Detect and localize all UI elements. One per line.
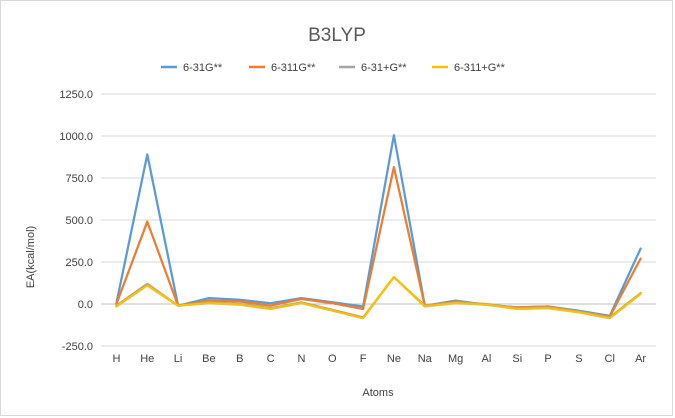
- x-tick-label: H: [112, 353, 120, 365]
- x-tick-label: B: [236, 353, 243, 365]
- y-tick-label: 750.0: [65, 173, 93, 185]
- x-tick-label: O: [328, 353, 337, 365]
- y-axis-ticks: -250.0 0.0 250.0 500.0 750.0 1000.0 1250.0: [59, 89, 93, 353]
- x-tick-label: F: [360, 353, 367, 365]
- y-tick-label: 0.0: [78, 299, 93, 311]
- x-tick-label: Li: [174, 353, 183, 365]
- series-line: [115, 134, 642, 317]
- y-tick-label: -250.0: [62, 341, 93, 353]
- x-tick-label: Al: [482, 353, 492, 365]
- x-tick-label: Ar: [635, 353, 646, 365]
- legend-label: 6-311G**: [271, 62, 316, 74]
- legend-label: 6-31G**: [183, 62, 223, 74]
- y-axis-title: EA(kcal/mol): [25, 226, 37, 288]
- x-tick-label: Be: [202, 353, 215, 365]
- legend-label: 6-31+G**: [361, 62, 407, 74]
- y-tick-label: 250.0: [65, 257, 93, 269]
- y-tick-label: 1000.0: [59, 131, 93, 143]
- x-tick-label: C: [267, 353, 275, 365]
- x-tick-label: Cl: [605, 353, 615, 365]
- legend-item: 6-31G**: [161, 62, 223, 74]
- y-tick-label: 500.0: [65, 215, 93, 227]
- series-line: [115, 165, 642, 318]
- series-line: [115, 275, 642, 320]
- x-axis-ticks: H He Li Be B C N O F Ne Na Mg Al Si P S Cl Ar: [112, 353, 646, 365]
- x-tick-label: N: [297, 353, 305, 365]
- chart-title: B3LYP: [308, 25, 366, 46]
- legend-label: 6-311+G**: [454, 62, 506, 74]
- x-tick-label: S: [575, 353, 582, 365]
- legend: 6-31G** 6-311G** 6-31+G** 6-311+G**: [161, 62, 506, 74]
- x-tick-label: Si: [512, 353, 522, 365]
- legend-item: 6-311G**: [249, 62, 316, 74]
- x-tick-label: Mg: [448, 353, 463, 365]
- series-lines: [115, 134, 642, 320]
- x-tick-label: He: [140, 353, 154, 365]
- x-axis-title: Atoms: [362, 387, 394, 399]
- x-tick-label: P: [544, 353, 551, 365]
- x-tick-label: Ne: [387, 353, 401, 365]
- y-tick-label: 1250.0: [59, 89, 93, 101]
- legend-item: 6-311+G**: [432, 62, 506, 74]
- legend-item: 6-31+G**: [339, 62, 407, 74]
- x-tick-label: Na: [418, 353, 433, 365]
